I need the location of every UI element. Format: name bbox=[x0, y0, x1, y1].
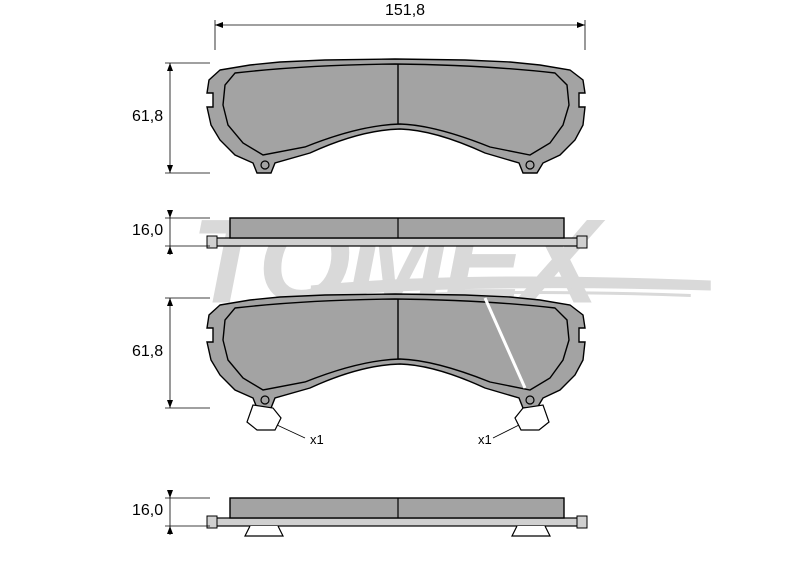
clip-left-label: x1 bbox=[310, 432, 324, 447]
top-pad-front bbox=[205, 55, 595, 195]
dimension-height1 bbox=[155, 55, 215, 195]
dimension-thickness2 bbox=[155, 490, 215, 540]
height1-value: 61,8 bbox=[132, 108, 163, 126]
width-value: 151,8 bbox=[385, 2, 425, 20]
dimension-height2 bbox=[155, 290, 215, 430]
bottom-pad-front bbox=[205, 290, 595, 450]
clip-right-label: x1 bbox=[478, 432, 492, 447]
thickness2-value: 16,0 bbox=[132, 502, 163, 520]
top-pad-side bbox=[205, 210, 595, 260]
thickness1-value: 16,0 bbox=[132, 222, 163, 240]
dimension-thickness1 bbox=[155, 210, 215, 260]
bottom-pad-side bbox=[205, 490, 595, 545]
height2-value: 61,8 bbox=[132, 343, 163, 361]
